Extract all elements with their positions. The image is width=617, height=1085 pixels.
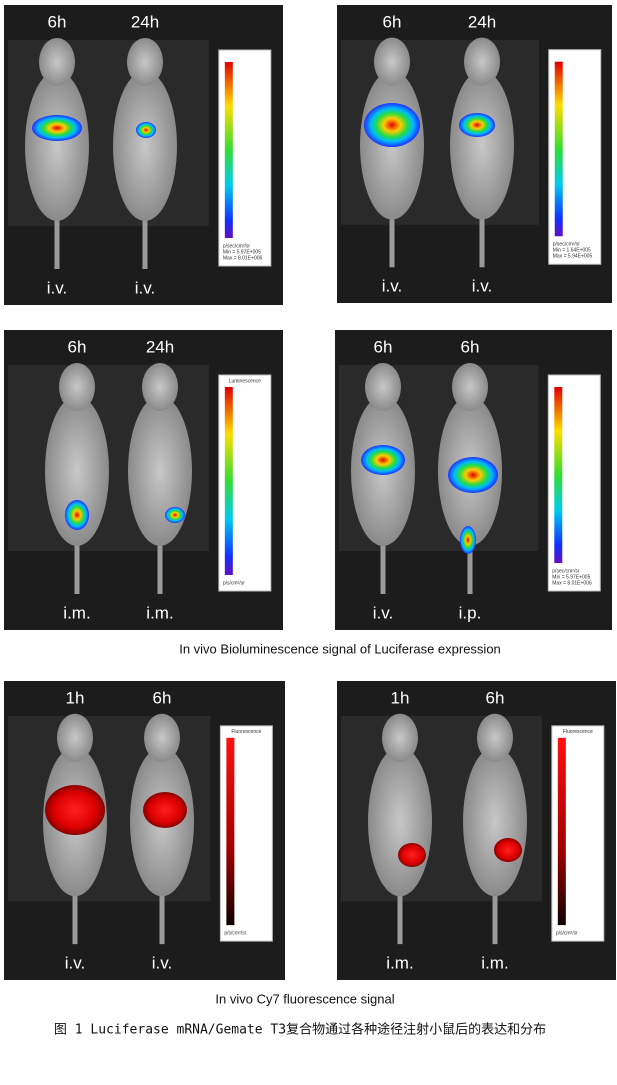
route-label: i.v. bbox=[47, 278, 67, 297]
signal-blob bbox=[136, 122, 156, 138]
scale-label: Max = 5.94E+005 bbox=[553, 254, 593, 260]
scale-label: p/sec/cm²/sr bbox=[553, 242, 581, 248]
signal-blob bbox=[65, 500, 89, 530]
route-label: i.v. bbox=[373, 603, 393, 622]
mouse-head bbox=[365, 363, 401, 411]
signal-blob bbox=[494, 838, 522, 862]
signal-blob bbox=[361, 445, 405, 475]
mouse-head bbox=[59, 363, 95, 411]
time-label: 24h bbox=[146, 337, 174, 356]
scale-title: Fluorescence bbox=[231, 729, 261, 735]
scale-label: Max = 8.01E+006 bbox=[552, 580, 592, 586]
time-label: 6h bbox=[153, 688, 172, 707]
time-label: 6h bbox=[374, 337, 393, 356]
route-label: i.m. bbox=[386, 953, 413, 972]
scale-label: p/s/cm²/sr bbox=[223, 580, 245, 586]
route-label: i.m. bbox=[63, 603, 90, 622]
mouse-body bbox=[463, 746, 527, 897]
signal-blob bbox=[398, 843, 426, 867]
scale-label: p/s/cm²/sr bbox=[556, 930, 578, 936]
mouse-head bbox=[374, 37, 410, 86]
color-bar bbox=[554, 61, 563, 237]
mouse-head bbox=[144, 713, 180, 762]
scale-title: Fluorescence bbox=[563, 729, 593, 735]
signal-blob bbox=[165, 507, 185, 523]
color-bar bbox=[224, 62, 233, 238]
mouse-body bbox=[45, 396, 109, 546]
mouse-head bbox=[142, 363, 178, 411]
route-label: i.v. bbox=[152, 953, 172, 972]
signal-blob bbox=[460, 526, 476, 554]
scale-label: Max = 8.01E+006 bbox=[223, 255, 263, 261]
signal-blob bbox=[364, 103, 420, 147]
signal-blob bbox=[448, 457, 498, 493]
time-label: 6h bbox=[48, 12, 67, 31]
time-label: 1h bbox=[66, 688, 85, 707]
mouse-head bbox=[477, 713, 513, 762]
route-label: i.v. bbox=[472, 276, 492, 295]
scale-label: p/sec/cm²/sr bbox=[552, 568, 580, 574]
signal-blob bbox=[459, 113, 495, 137]
route-label: i.v. bbox=[135, 278, 155, 297]
mouse-head bbox=[464, 37, 500, 86]
signal-blob bbox=[32, 115, 82, 141]
route-label: i.m. bbox=[481, 953, 508, 972]
color-bar bbox=[226, 737, 235, 926]
route-label: i.m. bbox=[146, 603, 173, 622]
caption: In vivo Bioluminescence signal of Lucife… bbox=[179, 641, 501, 656]
mouse-body bbox=[368, 746, 432, 897]
signal-blob bbox=[143, 792, 187, 828]
color-bar bbox=[224, 387, 233, 575]
caption: In vivo Cy7 fluorescence signal bbox=[215, 991, 394, 1006]
time-label: 6h bbox=[383, 12, 402, 31]
color-bar bbox=[554, 387, 563, 563]
scale-label: Min = 5.97E+005 bbox=[552, 574, 590, 580]
time-label: 6h bbox=[486, 688, 505, 707]
time-label: 24h bbox=[131, 12, 159, 31]
scale-label: p/sec/cm²/sr bbox=[223, 243, 251, 249]
mouse-head bbox=[452, 363, 488, 411]
mouse-head bbox=[127, 38, 163, 86]
scale-label: p/s/cm²/sr bbox=[224, 930, 246, 936]
time-label: 1h bbox=[391, 688, 410, 707]
route-label: i.v. bbox=[65, 953, 85, 972]
scale-label: Min = 1.64E+005 bbox=[553, 248, 591, 254]
time-label: 6h bbox=[461, 337, 480, 356]
mouse-body bbox=[128, 396, 192, 546]
mouse-body bbox=[113, 71, 177, 221]
mouse-head bbox=[382, 713, 418, 762]
mouse-body bbox=[450, 70, 514, 220]
time-label: 6h bbox=[68, 337, 87, 356]
scale-label: Min = 5.97E+005 bbox=[223, 249, 261, 255]
signal-blob bbox=[45, 785, 105, 835]
mouse-body bbox=[25, 71, 89, 221]
mouse-head bbox=[57, 713, 93, 762]
figure-caption: 图 1 Luciferase mRNA/Gemate T3复合物通过各种途径注射… bbox=[54, 1022, 546, 1038]
mouse-head bbox=[39, 38, 75, 86]
time-label: 24h bbox=[468, 12, 496, 31]
scale-title: Luminescence bbox=[229, 378, 261, 384]
color-bar bbox=[557, 737, 566, 926]
route-label: i.p. bbox=[459, 603, 482, 622]
route-label: i.v. bbox=[382, 276, 402, 295]
